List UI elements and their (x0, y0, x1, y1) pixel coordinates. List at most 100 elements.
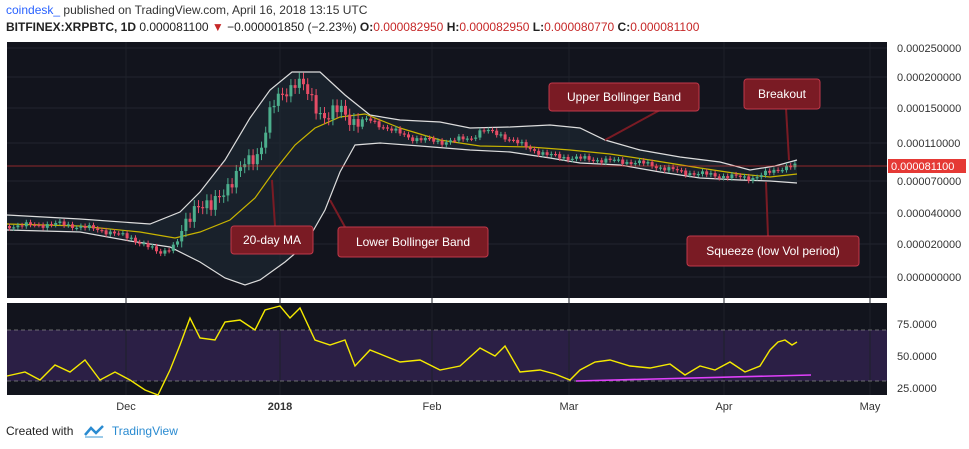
candle-body (646, 162, 650, 164)
candle-body (608, 158, 612, 160)
candle-body (62, 221, 66, 226)
candle-body (570, 158, 574, 160)
candle-body (171, 244, 175, 251)
candle-body (478, 130, 482, 138)
candle-body (104, 230, 108, 235)
candle-body (180, 231, 184, 242)
annotation-box (743, 78, 821, 110)
candle-body (507, 139, 511, 141)
author-name[interactable]: coindesk_ (6, 3, 61, 17)
candle-body (734, 174, 738, 176)
x-tick-label: Apr (715, 401, 732, 413)
candle-body (650, 162, 654, 167)
annotation-4: Squeeze (low Vol period) (686, 181, 860, 267)
x-tick-label: 2018 (268, 401, 292, 413)
candle-body (272, 105, 276, 108)
candle-body (663, 167, 667, 171)
candle-body (16, 225, 20, 228)
candle-body (453, 140, 457, 142)
candle-body (83, 225, 87, 229)
candle-body (776, 169, 780, 172)
x-tick-label: May (860, 401, 881, 413)
candle-body (352, 119, 356, 125)
y-tick-label: 0.000070000 (897, 176, 961, 188)
x-tick-label: Dec (116, 401, 136, 413)
candle-body (545, 152, 549, 155)
high-label: H: (446, 20, 460, 34)
candle-body (327, 118, 331, 120)
annotations: Upper Bollinger Band Breakout 20-day MA Low… (230, 78, 860, 267)
candle-body (159, 251, 163, 254)
candle-body (33, 224, 37, 226)
candle-body (29, 222, 32, 225)
annotation-label: Breakout (758, 87, 807, 101)
candle-body (146, 243, 150, 248)
candle-body (201, 207, 205, 209)
candle-body (621, 159, 625, 164)
lower-band-line (6, 142, 798, 286)
candle-body (276, 93, 280, 106)
candle-body (701, 171, 704, 174)
upper-band-line (6, 71, 798, 225)
rsi-tick-label: 25.0000 (897, 383, 937, 395)
rsi-trend-line (575, 374, 812, 382)
candle-body (377, 121, 381, 128)
candle-body (730, 174, 734, 179)
candle-body (541, 152, 545, 155)
candle-body (415, 138, 419, 142)
candle-body (486, 129, 490, 132)
candle-body (793, 163, 797, 168)
candle-body (394, 128, 398, 131)
candle-body (503, 134, 507, 140)
annotation-label: 20-day MA (243, 233, 301, 247)
annotation-box (230, 225, 314, 255)
candle-body (768, 170, 772, 173)
candle-body (575, 156, 578, 159)
candle-body (318, 113, 322, 115)
candle-body (155, 246, 158, 252)
candle-body (495, 130, 499, 136)
candle-body (432, 138, 436, 142)
candle-body (449, 140, 452, 143)
candle-body (184, 218, 188, 232)
candle-body (50, 224, 53, 226)
candle-body (306, 84, 310, 95)
candle-body (302, 78, 305, 85)
candle-body (255, 154, 259, 165)
candle-body (659, 167, 662, 169)
candle-body (617, 159, 620, 161)
candle-body (251, 155, 255, 165)
candle-body (297, 78, 301, 88)
price-change: −0.000001850 (−2.23%) (227, 20, 357, 34)
candle-body (142, 243, 146, 245)
candle-body (108, 231, 112, 235)
tradingview-brand[interactable]: TradingView (111, 424, 178, 438)
candle-body (121, 233, 125, 235)
high-value: 0.000082950 (459, 20, 530, 34)
candle-body (41, 224, 45, 228)
candle-body (117, 233, 121, 235)
candle-body (373, 120, 377, 122)
band-fill (7, 72, 797, 285)
candle-body (554, 154, 557, 156)
candle-body (323, 113, 326, 119)
candle-body (113, 231, 116, 234)
candle-body (92, 225, 95, 229)
candle-body (150, 246, 154, 248)
candle-body (344, 105, 347, 115)
candle-body (125, 233, 129, 239)
candle-body (671, 167, 675, 170)
candle-body (335, 105, 339, 113)
candle-body (264, 132, 268, 148)
annotation-box (337, 226, 489, 258)
bollinger-bands (6, 71, 798, 286)
x-tick-label: Mar (560, 401, 579, 413)
candle-body (444, 142, 448, 145)
candle-body (386, 127, 389, 129)
x-tick-label: Feb (423, 401, 442, 413)
candle-body (600, 160, 604, 163)
candle-body (226, 184, 230, 196)
candle-body (465, 138, 469, 140)
candle-body (12, 227, 16, 229)
